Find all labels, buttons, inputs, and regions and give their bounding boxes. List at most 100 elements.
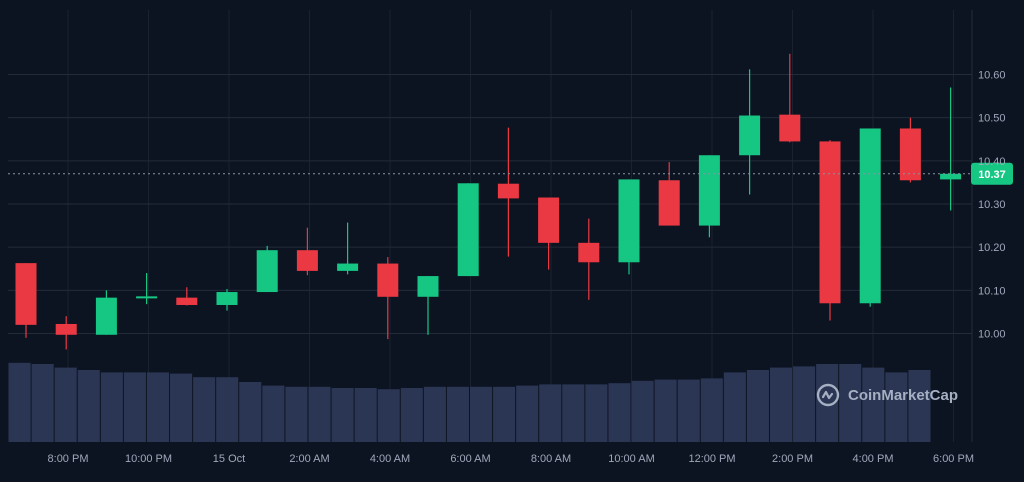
candle-down (819, 140, 841, 321)
volume-bar (170, 373, 193, 442)
candle-up (618, 179, 640, 275)
candle-body (497, 183, 519, 199)
candle-body (618, 179, 640, 263)
volume-bar (239, 382, 262, 442)
candle-body (296, 250, 318, 271)
x-tick-label: 2:00 PM (772, 453, 813, 465)
volume-bar (377, 389, 400, 442)
candle-body (698, 155, 720, 226)
candle-up (216, 289, 238, 311)
candle-body (899, 128, 921, 181)
volume-bar (423, 386, 446, 442)
candle-up (136, 273, 158, 305)
candle-body (819, 141, 841, 304)
coinmarketcap-watermark: CoinMarketCap (816, 383, 958, 407)
volume-bars (8, 362, 931, 442)
volume-bar (700, 378, 723, 442)
candle-up (698, 155, 720, 238)
candle-down (779, 53, 801, 143)
volume-bar (539, 384, 562, 442)
candle-body (55, 323, 77, 335)
candle-body (377, 263, 399, 297)
candle-body (578, 242, 600, 263)
volume-bar (793, 366, 816, 442)
candle-body (739, 115, 761, 156)
candle-up (95, 290, 117, 335)
candle-body (859, 128, 881, 304)
candle-down (538, 197, 560, 270)
last-price: 10.37 (8, 162, 1013, 185)
y-tick-label: 10.60 (978, 70, 1006, 82)
x-tick-label: 8:00 PM (48, 453, 89, 465)
x-tick-label: 12:00 PM (688, 453, 735, 465)
candle-down (899, 117, 921, 183)
x-tick-label: 8:00 AM (531, 453, 571, 465)
candle-down (497, 127, 519, 257)
volume-bar (631, 380, 654, 442)
last-price-label: 10.37 (978, 169, 1006, 181)
candle-down (578, 218, 600, 300)
y-tick-label: 10.20 (978, 242, 1006, 254)
x-tick-label: 6:00 PM (933, 453, 974, 465)
candles (15, 53, 962, 350)
volume-bar (908, 370, 931, 442)
volume-bar (8, 362, 31, 442)
y-tick-label: 10.10 (978, 285, 1006, 297)
volume-bar (146, 372, 170, 442)
x-tick-label: 10:00 PM (125, 453, 172, 465)
last-price-badge (971, 162, 1013, 185)
candle-body (457, 183, 479, 277)
candle-down (658, 162, 680, 226)
volume-bar (262, 385, 285, 442)
volume-bar (493, 386, 516, 442)
x-tick-label: 6:00 AM (450, 453, 490, 465)
candle-up (256, 245, 278, 293)
volume-bar (354, 388, 377, 442)
candle-down (176, 287, 198, 306)
volume-bar (54, 367, 77, 442)
candle-body (256, 250, 278, 293)
x-tick-label: 15 Oct (213, 453, 245, 465)
x-tick-label: 2:00 AM (289, 453, 329, 465)
volume-bar (446, 386, 469, 442)
volume-bar (654, 379, 677, 442)
volume-bar (677, 379, 700, 442)
volume-bar (400, 388, 423, 442)
volume-bar (308, 386, 331, 442)
candle-body (940, 173, 962, 180)
candle-down (55, 316, 77, 350)
volume-bar (723, 372, 746, 442)
volume-bar (746, 370, 769, 442)
y-tick-label: 10.30 (978, 199, 1006, 211)
volume-bar (470, 386, 493, 442)
candle-down (15, 263, 37, 338)
candle-body (95, 297, 117, 335)
volume-bar (585, 384, 608, 442)
candle-body (337, 263, 359, 271)
volume-bar (100, 372, 123, 442)
volume-bar (77, 370, 100, 442)
volume-bar (816, 364, 839, 442)
y-tick-label: 10.00 (978, 328, 1006, 340)
volume-bar (331, 388, 354, 442)
x-tick-label: 10:00 AM (608, 453, 654, 465)
volume-bar (862, 367, 885, 442)
candle-up (859, 128, 881, 307)
candle-body (136, 296, 158, 299)
candle-down (377, 257, 399, 340)
volume-bar (193, 377, 216, 442)
x-axis-ticks: 8:00 PM 10:00 PM 15 Oct 2:00 AM 4:00 AM 6:00 … (48, 453, 974, 465)
volume-bar (885, 372, 908, 442)
candle-up (940, 87, 962, 211)
volume-bar (562, 384, 585, 442)
volume-bar (285, 386, 308, 442)
candle-body (15, 263, 37, 325)
candle-body (417, 276, 439, 297)
y-axis-ticks: 10.00 10.10 10.20 10.30 10.40 10.50 10.60 (978, 70, 1006, 341)
horizontal-grid (8, 74, 972, 334)
volume-bar (516, 385, 539, 442)
candle-body (216, 292, 238, 305)
volume-bar (123, 372, 146, 442)
